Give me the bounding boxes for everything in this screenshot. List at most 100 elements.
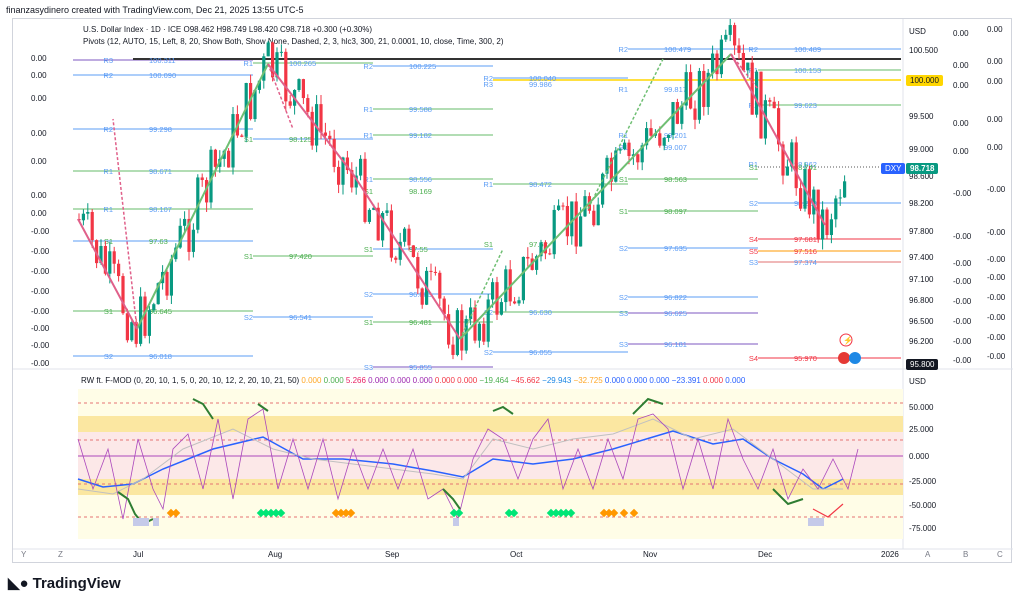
far-right-value: -0.00 [987, 313, 1006, 322]
zigzag-lines [77, 53, 826, 340]
candle-body [539, 242, 543, 257]
oscillator-legend[interactable]: RW ft. F-MOD (0, 20, 10, 1, 5, 0, 20, 10… [81, 375, 745, 387]
pivot-label: S1 98.125 [244, 135, 312, 144]
axis-button-c[interactable]: C [997, 550, 1003, 559]
candle-body [213, 149, 217, 167]
pivot-level-value: 100.090 [149, 71, 176, 80]
main-chart[interactable]: R3 100.311 R2 100.090 R2 99.298 R1 98.671 R1 98.1… [13, 19, 1013, 564]
oscillator-scale-currency[interactable]: USD [909, 377, 926, 386]
time-label: Sep [385, 550, 400, 559]
candle-body [548, 253, 552, 255]
pivot-level-value: 98.563 [664, 175, 687, 184]
candle-body [684, 72, 688, 106]
oscillator-value: 0.000 [365, 376, 389, 385]
oscillator-title: RW ft. F-MOD (0, 20, 10, 1, 5, 0, 20, 10… [81, 376, 300, 385]
svg-text:⚡: ⚡ [843, 335, 853, 345]
pivot-level-name: R1 [103, 205, 113, 214]
oscillator-scale[interactable]: 50.000 25.000 0.000 -25.000 -50.000 -75.000 [909, 19, 969, 549]
candle-body [367, 209, 371, 222]
candle-body [794, 142, 798, 189]
oscillator-value: −45.662 [508, 376, 540, 385]
candle-body [394, 257, 398, 260]
candle-body [495, 282, 499, 315]
candle-body [618, 149, 622, 151]
candle-body [99, 245, 103, 264]
candle-body [147, 310, 151, 336]
left-value: 0.00 [31, 71, 47, 80]
candle-body [403, 228, 407, 242]
divergence-marker [133, 518, 139, 526]
far-right-value: 0.00 [987, 77, 1003, 86]
candle-body [719, 39, 723, 75]
pivot-level-value: 99.623 [794, 101, 817, 110]
candle-body [433, 271, 437, 273]
candle-body [407, 228, 411, 246]
far-right-value: -0.00 [987, 333, 1006, 342]
candle-body [763, 100, 767, 139]
pivot-level-name: R1 [618, 131, 628, 140]
candle-body [825, 209, 829, 236]
far-right-value: -0.00 [987, 255, 1006, 264]
candle-body [785, 166, 789, 176]
pivot-level-value: 97.420 [289, 252, 312, 261]
candle-body [706, 72, 710, 107]
candle-body [750, 62, 754, 115]
marked-price-badge: 100.000 [906, 75, 943, 86]
currency-flags-icon[interactable] [837, 351, 863, 365]
candle-body [552, 209, 556, 255]
candle-body [746, 62, 750, 71]
pivot-level-name: S1 [364, 245, 373, 254]
candle-body [759, 71, 763, 139]
symbol-legend: U.S. Dollar Index · 1D · ICE O98.462 H98… [83, 24, 504, 48]
right-value: -0.00 [953, 277, 972, 286]
candle-body [675, 102, 679, 124]
tradingview-logo[interactable]: ◣● TradingView [8, 574, 121, 592]
right-value: 0.00 [953, 29, 969, 38]
candle-body [623, 142, 627, 150]
buy-marker [276, 508, 286, 518]
oscillator-tick: -50.000 [909, 501, 937, 510]
pivot-level-value: 100.311 [149, 56, 176, 65]
time-label: Dec [758, 550, 773, 559]
pivot-level-name: S1 [484, 240, 493, 249]
time-axis[interactable]: Jul Aug Sep Oct Nov Dec 2026 [13, 550, 903, 562]
oscillator-value: −32.725 [571, 376, 603, 385]
candle-body [350, 170, 354, 188]
oscillator-value: −19.464 [477, 376, 509, 385]
pivot-label: R2 99.298 [103, 125, 172, 134]
candle-body [376, 207, 380, 241]
pivot-level-value: 98.169 [409, 187, 432, 196]
symbol-name[interactable]: U.S. Dollar Index · 1D · ICE [83, 25, 182, 34]
axis-button-b[interactable]: B [963, 550, 969, 559]
candle-body [451, 344, 455, 355]
price-scale-currency[interactable]: USD [909, 27, 926, 36]
pivots-legend[interactable]: Pivots (12, AUTO, 15, Left, 8, 20, Show … [83, 37, 504, 46]
candle-body [315, 104, 319, 146]
buy-marker [504, 508, 514, 518]
left-value: -0.00 [31, 287, 50, 296]
candle-body [240, 135, 244, 137]
candle-body [755, 71, 759, 115]
axis-button-z[interactable]: Z [58, 550, 63, 559]
pivot-level-value: 95.855 [409, 363, 432, 372]
far-right-value: 0.00 [987, 57, 1003, 66]
candle-body [631, 154, 635, 157]
candle-body [609, 157, 613, 182]
chart-frame[interactable]: U.S. Dollar Index · 1D · ICE O98.462 H98… [12, 18, 1013, 564]
pivot-level-name: S1 [104, 307, 113, 316]
axis-button-a[interactable]: A [925, 550, 931, 559]
candle-body [614, 150, 618, 182]
oscillator-value: 0.000 [647, 376, 670, 385]
left-value: 0.00 [31, 94, 47, 103]
time-label: Aug [268, 550, 283, 559]
oscillator-value: 0.000 [432, 376, 455, 385]
oscillator-value: −29.943 [539, 376, 572, 385]
axis-button-y[interactable]: Y [21, 550, 27, 559]
candle-body [460, 310, 464, 351]
candle-body [671, 102, 675, 136]
candle-body [781, 144, 785, 176]
pivot-level-value: 95.970 [794, 354, 817, 363]
pivot-level-name: R2 [363, 62, 373, 71]
pivot-level-value: 96.018 [149, 352, 172, 361]
flag-icon[interactable]: ⚡ [839, 333, 853, 347]
